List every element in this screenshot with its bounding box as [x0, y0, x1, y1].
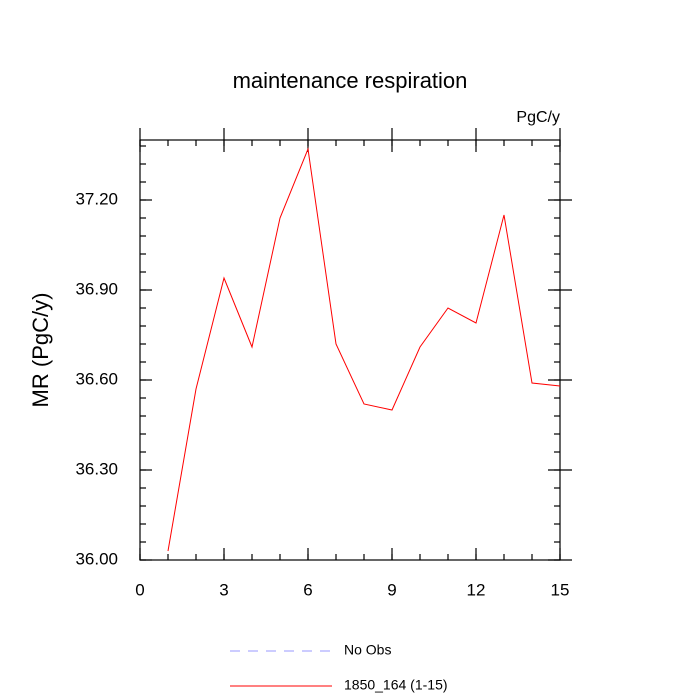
y-tick-label: 36.30 [75, 459, 118, 478]
legend-label: 1850_164 (1-15) [344, 677, 448, 693]
y-tick-label: 36.60 [75, 369, 118, 388]
y-tick-label: 36.90 [75, 279, 118, 298]
x-tick-label: 9 [387, 580, 396, 599]
x-tick-label: 15 [551, 580, 570, 599]
legend-label: No Obs [344, 642, 391, 658]
y-tick-label: 37.20 [75, 189, 118, 208]
data-line [167, 147, 561, 552]
x-tick-label: 0 [135, 580, 144, 599]
units-label: PgC/y [516, 109, 560, 126]
plot-frame [139, 139, 561, 561]
x-tick-label: 12 [467, 580, 486, 599]
x-tick-label: 3 [219, 580, 228, 599]
x-tick-label: 6 [303, 580, 312, 599]
y-axis-label: MR (PgC/y) [28, 293, 53, 408]
y-tick-label: 36.00 [75, 549, 118, 568]
chart-title: maintenance respiration [233, 68, 468, 93]
